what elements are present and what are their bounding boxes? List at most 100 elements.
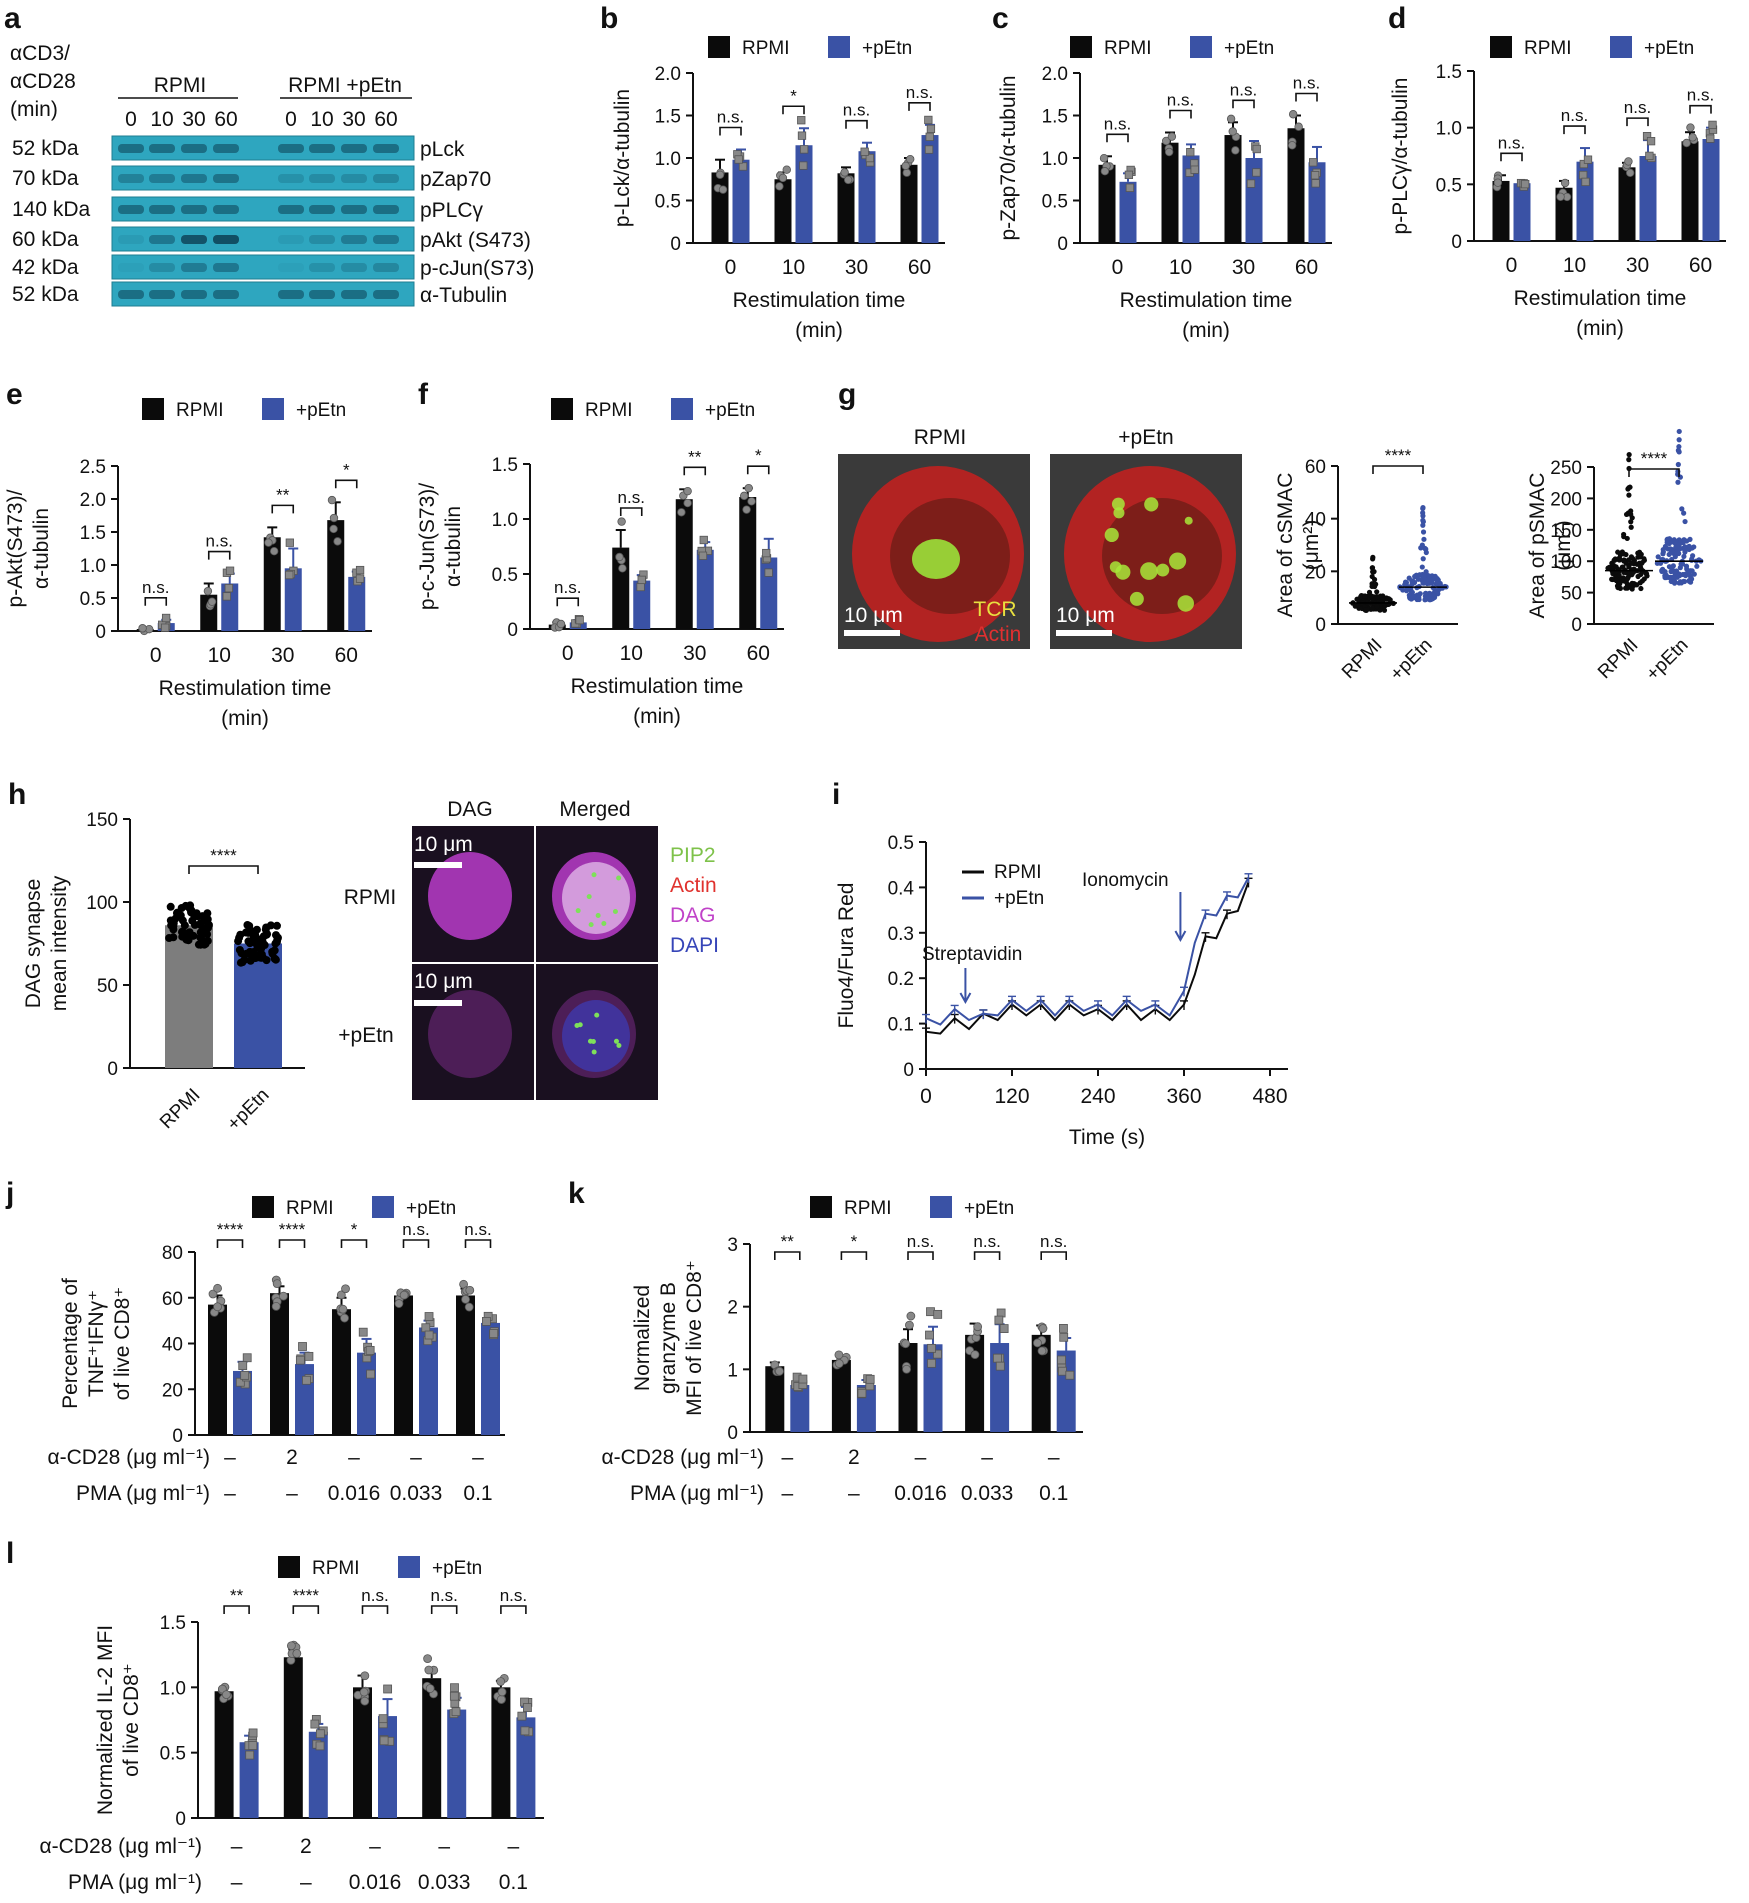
data-point xyxy=(800,145,809,154)
data-point xyxy=(310,1719,320,1729)
data-point xyxy=(1628,519,1634,525)
x-axis-title: (min) xyxy=(633,705,681,728)
y-tick-label: 40 xyxy=(162,1335,183,1356)
blot-band xyxy=(278,205,304,214)
significance-bracket xyxy=(973,1251,1001,1260)
data-point xyxy=(192,909,201,918)
kda-label: 140 kDa xyxy=(12,198,91,221)
data-point xyxy=(994,1315,1004,1325)
bar-petn xyxy=(357,1352,376,1435)
data-point xyxy=(1226,114,1236,124)
y-tick-label: 1.5 xyxy=(1436,62,1462,83)
x-tick-label: 10 xyxy=(782,256,805,279)
data-point xyxy=(1645,151,1654,161)
blot-band xyxy=(149,290,175,299)
image-label: RPMI xyxy=(914,426,967,449)
y-tick-label: 3 xyxy=(727,1235,738,1256)
data-point xyxy=(925,1330,934,1340)
data-point xyxy=(327,495,337,505)
dag-signal xyxy=(428,990,512,1078)
x-axis-title: Restimulation time xyxy=(159,677,332,700)
significance-bracket xyxy=(1689,104,1712,114)
blot-band xyxy=(181,290,207,299)
y-axis-title-group: p-Akt(S473)/α-tubulin xyxy=(4,489,53,607)
y-axis-title-group: DAG synapse mean intensity xyxy=(22,875,71,1011)
significance-label: n.s. xyxy=(1040,1232,1067,1251)
legend-swatch-rpmi xyxy=(708,36,730,58)
blot-band xyxy=(278,263,304,272)
legend-label-rpmi: RPMI xyxy=(994,862,1042,883)
legend-swatch-rpmi xyxy=(278,1556,300,1578)
protein-label: pZap70 xyxy=(420,168,491,191)
lane-time-label: 10 xyxy=(150,108,173,131)
data-point xyxy=(1616,557,1623,563)
data-point xyxy=(1609,576,1615,582)
data-point xyxy=(1228,127,1237,136)
data-point xyxy=(213,1283,222,1293)
data-point xyxy=(1521,179,1530,189)
significance-bracket xyxy=(907,1251,934,1260)
x-axis-title: (min) xyxy=(1182,319,1230,342)
legend-label-petn: +pEtn xyxy=(964,1198,1014,1219)
significance-label: * xyxy=(790,86,797,105)
bar-rpmi xyxy=(711,172,729,243)
x-tick-label: 30 xyxy=(845,256,868,279)
data-point xyxy=(1422,590,1429,596)
protein-label: pLck xyxy=(420,138,465,161)
kda-label: 70 kDa xyxy=(12,167,79,190)
scale-bar xyxy=(414,1000,462,1006)
y-axis-title: Area of cSMAC xyxy=(1274,473,1297,618)
y-tick-label: 1.5 xyxy=(160,1613,186,1634)
y-tick-label: 2.0 xyxy=(655,64,681,85)
significance-label: n.s. xyxy=(1498,133,1525,152)
data-point xyxy=(271,955,280,964)
y-axis-title: p-Zap70/α-tubulin xyxy=(997,75,1020,240)
cd28-value: – xyxy=(981,1446,993,1469)
data-point xyxy=(338,1304,348,1314)
data-point xyxy=(1646,137,1656,146)
channel-label: PIP2 xyxy=(670,844,716,867)
y-tick-label: 1.0 xyxy=(492,510,518,531)
pma-row-label: PMA (μg ml⁻¹) xyxy=(630,1482,764,1505)
legend-label-rpmi: RPMI xyxy=(312,1558,360,1579)
x-tick-label: RPMI xyxy=(156,1085,204,1133)
data-point xyxy=(843,175,853,185)
data-point xyxy=(782,165,791,174)
data-point xyxy=(1626,564,1632,570)
data-point xyxy=(615,552,624,562)
y-tick-label: 0 xyxy=(1057,234,1068,255)
blot-band xyxy=(278,235,304,244)
data-point xyxy=(315,1729,325,1739)
bar-petn xyxy=(378,1716,397,1818)
data-point xyxy=(1671,550,1677,557)
significance-label: n.s. xyxy=(430,1586,457,1605)
significance-label: n.s. xyxy=(1561,106,1588,125)
data-point xyxy=(203,914,212,923)
tcr-cluster xyxy=(1169,552,1187,570)
y-axis-title: Percentage of xyxy=(59,1278,82,1409)
data-point xyxy=(161,613,171,623)
data-point xyxy=(995,1361,1005,1371)
y-tick-label: 0 xyxy=(1315,615,1326,636)
data-point xyxy=(184,935,193,944)
panel-letter: b xyxy=(600,2,618,35)
data-point xyxy=(399,1290,409,1300)
significance-bracket xyxy=(402,1239,430,1248)
data-point xyxy=(1634,582,1640,588)
blot-band xyxy=(373,174,399,183)
legend-label-rpmi: RPMI xyxy=(742,38,790,59)
blot-band xyxy=(213,144,239,153)
data-point xyxy=(1309,158,1318,167)
significance-bracket xyxy=(292,1605,320,1614)
bar-rpmi xyxy=(283,1657,303,1818)
x-tick-label: 60 xyxy=(908,256,931,279)
significance-bracket xyxy=(556,597,580,607)
pma-value: – xyxy=(231,1871,243,1894)
blot-band xyxy=(341,144,367,153)
significance-label: **** xyxy=(279,1220,306,1239)
blot-band xyxy=(278,144,304,153)
significance-bracket xyxy=(340,1239,368,1248)
y-axis-title: Fluo4/Fura Red xyxy=(835,883,858,1029)
data-point xyxy=(424,1665,434,1675)
y-tick-label: 1.0 xyxy=(160,1678,186,1699)
